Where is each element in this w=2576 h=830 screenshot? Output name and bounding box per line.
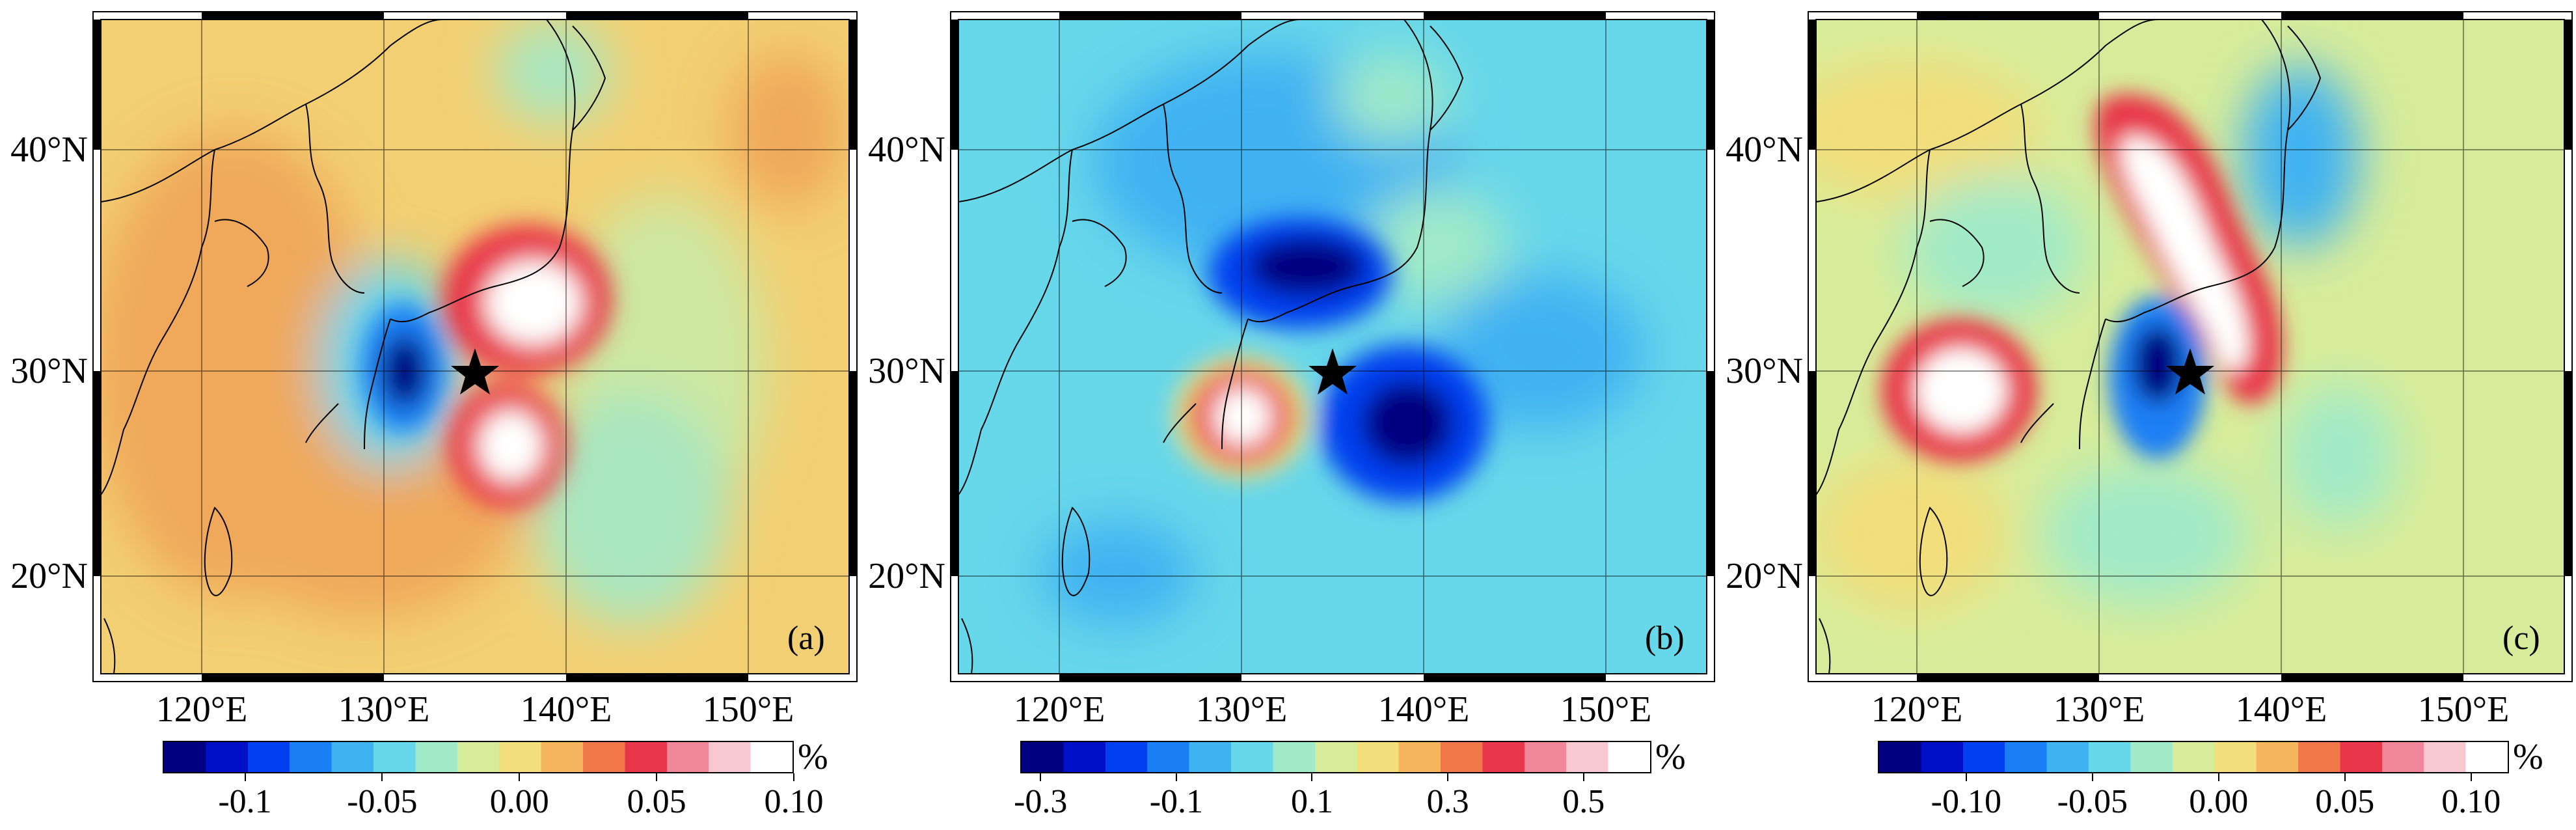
- map-panel-c: 40°N 30°N 20°N 120°E 130°E 140°E 150°E (…: [1715, 0, 2573, 830]
- colorbar-a: [163, 741, 794, 773]
- lat-label: 20°N: [868, 556, 945, 596]
- map-frame-c: [1808, 11, 2573, 682]
- map-frame-a: [92, 11, 858, 682]
- colorbar-tick-label: 0.05: [2315, 783, 2375, 820]
- colorbar-tick-mark: [381, 773, 383, 781]
- colorbar-tick-mark: [1040, 773, 1042, 781]
- lon-label: 140°E: [1377, 689, 1470, 730]
- map-panel-b: 40°N 30°N 20°N 120°E 130°E 140°E 150°E (…: [858, 0, 1715, 830]
- colorbar-tick-mark: [1582, 773, 1584, 781]
- colorbar-tick-label: -0.05: [347, 783, 418, 820]
- colorbar-tick-mark: [793, 773, 794, 781]
- colorbar-tick-mark: [244, 773, 246, 781]
- colorbar-tick-label: 0.5: [1562, 783, 1605, 820]
- epicenter-star-icon: [2166, 348, 2214, 394]
- coastline-c: [1816, 20, 2322, 674]
- colorbar-tick-mark: [1311, 773, 1313, 781]
- field-c: [1816, 20, 2564, 674]
- lon-label: 130°E: [338, 689, 430, 730]
- lon-label: 130°E: [1195, 689, 1288, 730]
- colorbar-tick-mark: [656, 773, 658, 781]
- lat-label: 20°N: [10, 556, 88, 596]
- colorbar-tick-mark: [1965, 773, 1967, 781]
- colorbar-tick-label: 0.10: [2441, 783, 2501, 820]
- lon-label: 120°E: [1013, 689, 1105, 730]
- colorbar-tick-mark: [2217, 773, 2219, 781]
- panel-label: (b): [1645, 620, 1685, 657]
- colorbar-unit: %: [798, 737, 828, 777]
- lat-label: 20°N: [1726, 556, 1803, 596]
- colorbar-tick-mark: [519, 773, 521, 781]
- panel-label: (a): [787, 620, 825, 657]
- colorbar-tick-label: 0.1: [1290, 783, 1333, 820]
- colorbar-tick-label: -0.05: [2057, 783, 2128, 820]
- colorbar-tick-mark: [1447, 773, 1449, 781]
- map-b: [950, 11, 1715, 682]
- epicenter-star-icon: [451, 348, 499, 394]
- colorbar-tick-label: 0.05: [627, 783, 686, 820]
- map-panel-a: 40°N 30°N 20°N 120°E 130°E 140°E 150°E (…: [0, 0, 858, 830]
- field-a: [101, 20, 849, 674]
- coastline-b: [958, 20, 1464, 674]
- lat-label: 30°N: [868, 351, 945, 391]
- coastline-a: [101, 20, 606, 674]
- lon-label: 150°E: [1560, 689, 1652, 730]
- colorbar-tick-label: -0.3: [1014, 783, 1068, 820]
- lat-label: 30°N: [1726, 351, 1803, 391]
- colorbar-c: [1878, 741, 2509, 773]
- lon-label: 120°E: [1871, 689, 1963, 730]
- panel-label: (c): [2502, 620, 2540, 657]
- colorbar-b: [1020, 741, 1651, 773]
- graticule-b: [958, 20, 1707, 674]
- lon-label: 120°E: [156, 689, 248, 730]
- lon-label: 140°E: [520, 689, 612, 730]
- colorbar-tick-mark: [1175, 773, 1177, 781]
- lat-label: 40°N: [868, 130, 945, 170]
- lon-label: 140°E: [2235, 689, 2327, 730]
- lon-label: 150°E: [702, 689, 794, 730]
- colorbar-unit: %: [2513, 737, 2543, 777]
- lon-label: 150°E: [2417, 689, 2510, 730]
- lat-label: 40°N: [1726, 130, 1803, 170]
- colorbar-tick-label: -0.1: [1149, 783, 1204, 820]
- colorbar-tick-label: 0.00: [489, 783, 549, 820]
- colorbar-tick-label: 0.3: [1426, 783, 1469, 820]
- map-c: [1808, 11, 2573, 682]
- lat-label: 40°N: [10, 130, 88, 170]
- colorbar-tick-label: 0.00: [2189, 783, 2249, 820]
- colorbar-tick-label: -0.10: [1931, 783, 2001, 820]
- colorbar-unit: %: [1655, 737, 1686, 777]
- colorbar-tick-label: -0.1: [218, 783, 272, 820]
- lon-label: 130°E: [2053, 689, 2145, 730]
- colorbar-tick-label: 0.10: [764, 783, 824, 820]
- map-frame-b: [950, 11, 1715, 682]
- map-a: [92, 11, 858, 682]
- epicenter-star-icon: [1308, 348, 1357, 394]
- colorbar-tick-mark: [2344, 773, 2346, 781]
- lat-label: 30°N: [10, 351, 88, 391]
- colorbar-tick-mark: [2091, 773, 2093, 781]
- colorbar-tick-mark: [2470, 773, 2472, 781]
